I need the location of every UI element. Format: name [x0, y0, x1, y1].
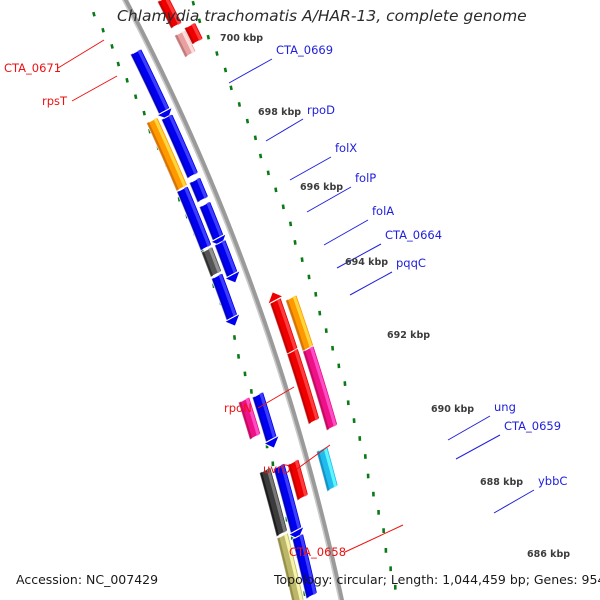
gene-label[interactable]: uvrD: [263, 462, 291, 476]
label-leader-line: [296, 444, 331, 470]
gene-feature[interactable]: [259, 466, 289, 537]
gene-label[interactable]: rpoN: [224, 401, 252, 415]
gene-feature[interactable]: [276, 532, 305, 600]
gene-label[interactable]: folX: [335, 141, 357, 155]
label-leader-line: [336, 243, 382, 269]
gene-feature[interactable]: [210, 272, 241, 327]
label-leader-line: [323, 219, 369, 246]
gene-feature[interactable]: [198, 200, 227, 247]
scale-tick-label: 696 kbp: [300, 182, 343, 193]
gene-feature[interactable]: [237, 396, 262, 441]
scale-tick-label: 698 kbp: [258, 107, 301, 118]
label-leader-line: [455, 434, 501, 460]
label-leader-line: [493, 489, 535, 514]
gene-feature[interactable]: [302, 345, 339, 432]
gene-feature[interactable]: [156, 0, 183, 30]
gene-label[interactable]: CTA_0671: [4, 61, 61, 75]
gene-feature[interactable]: [286, 347, 321, 425]
gene-feature[interactable]: [188, 176, 210, 204]
gene-feature[interactable]: [146, 116, 189, 192]
label-leader-line: [228, 58, 273, 84]
gene-feature[interactable]: [273, 462, 305, 541]
page-title: Chlamydia trachomatis A/HAR-13, complete…: [117, 7, 527, 25]
gene-label[interactable]: folA: [372, 204, 394, 218]
scale-tick-label: 700 kbp: [220, 33, 263, 44]
scale-tick-labels: 700 kbp 698 kbp 696 kbp 694 kbp 692 kbp 690 k…: [220, 33, 570, 560]
gene-label[interactable]: ybbC: [538, 474, 567, 488]
scale-tick-label: 694 kbp: [345, 257, 388, 268]
scale-tick-marks: [92, 0, 397, 596]
gene-label[interactable]: rpoD: [307, 103, 335, 117]
genome-backbone: [121, 0, 345, 600]
label-leader-line: [344, 524, 404, 553]
scale-tick-label: 692 kbp: [387, 330, 430, 341]
label-leader-line: [265, 118, 304, 142]
gene-label[interactable]: CTA_0664: [385, 228, 442, 242]
gene-features-layer[interactable]: [116, 0, 339, 600]
gene-feature[interactable]: [129, 48, 173, 121]
accession-label: Accession: NC_007429: [16, 572, 158, 587]
gene-feature[interactable]: [315, 445, 339, 492]
gene-feature[interactable]: [214, 239, 241, 284]
gene-feature[interactable]: [285, 294, 315, 353]
gene-label[interactable]: folP: [355, 171, 376, 185]
gene-label[interactable]: pqqC: [396, 256, 426, 270]
gene-feature[interactable]: [291, 532, 319, 600]
gene-label[interactable]: CTA_0658: [289, 545, 346, 559]
scale-tick-label: 690 kbp: [431, 404, 474, 415]
label-leader-line: [57, 39, 105, 69]
gene-labels-layer[interactable]: CTA_0671 rpsT CTA_0669 rpoD folX folP folA CTA_…: [4, 43, 567, 559]
scale-tick-label: 688 kbp: [480, 477, 523, 488]
label-leader-line: [289, 156, 332, 181]
gene-feature[interactable]: [251, 391, 280, 449]
label-leader-lines: [57, 39, 535, 553]
gene-feature[interactable]: [160, 113, 200, 179]
gene-label[interactable]: ung: [494, 400, 516, 414]
label-leader-line: [306, 186, 352, 213]
gene-label[interactable]: rpsT: [42, 94, 68, 108]
label-leader-line: [257, 386, 295, 409]
gene-feature[interactable]: [200, 246, 223, 278]
gene-label[interactable]: CTA_0669: [276, 43, 333, 57]
gene-feature[interactable]: [176, 185, 213, 252]
label-leader-line: [447, 415, 491, 441]
gene-label[interactable]: CTA_0659: [504, 419, 561, 433]
label-leader-line: [71, 75, 118, 102]
gene-feature[interactable]: [183, 21, 204, 45]
scale-tick-label: 686 kbp: [527, 549, 570, 560]
label-leader-line: [349, 271, 393, 296]
genome-summary-label: Topology: circular; Length: 1,044,459 bp…: [273, 572, 600, 587]
gene-feature[interactable]: [267, 291, 299, 355]
